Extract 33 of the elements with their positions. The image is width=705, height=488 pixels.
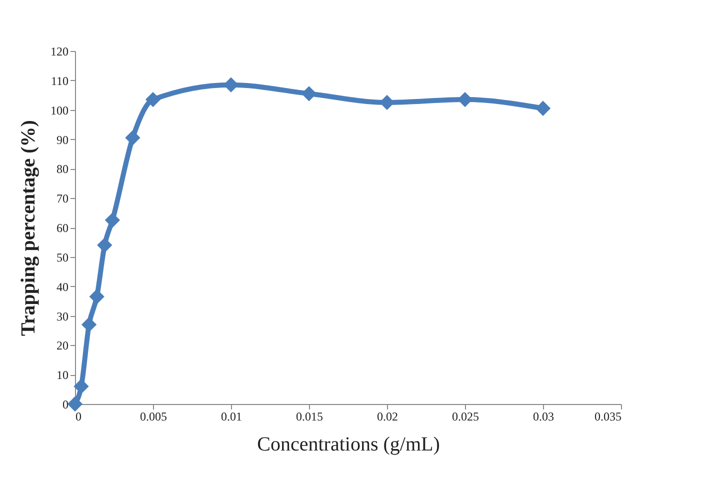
y-tick-label: 0	[62, 398, 68, 412]
point	[81, 316, 97, 332]
point	[125, 130, 140, 146]
y-tick-label: 40	[56, 280, 68, 294]
point	[89, 289, 104, 304]
x-tick-label: 0.035	[594, 410, 622, 424]
y-tick-label: 60	[56, 221, 68, 235]
x-tick-label: 0.01	[221, 410, 242, 424]
y-tick-label: 30	[56, 309, 68, 324]
x-tick-label: 0.03	[533, 410, 554, 424]
y-tick-label: 90	[56, 132, 68, 147]
x-tick-label: 0.02	[377, 410, 398, 424]
x-tick-label: 0.015	[296, 410, 323, 424]
point	[74, 378, 89, 394]
y-tick-label: 80	[56, 162, 68, 176]
y-tick-label: 100	[50, 103, 68, 118]
x-tick-label: 0.025	[452, 410, 479, 424]
point	[67, 396, 83, 412]
point	[97, 238, 112, 253]
point	[145, 92, 161, 108]
point	[535, 100, 551, 116]
y-tick-label: 20	[56, 338, 68, 353]
point	[104, 212, 120, 228]
point	[301, 86, 317, 102]
x-tick-label: 0	[76, 410, 82, 424]
y-tick-label: 110	[50, 74, 68, 88]
y-tick-label: 10	[56, 368, 68, 382]
y-axis-title: Trapping percentage (%)	[18, 120, 40, 336]
y-tick-label: 50	[56, 250, 68, 264]
x-tick-label: 0.005	[140, 410, 167, 424]
x-axis-title: Concentrations (g/mL)	[257, 434, 440, 456]
y-tick-label: 120	[50, 44, 68, 58]
y-tick-label: 70	[56, 192, 68, 206]
